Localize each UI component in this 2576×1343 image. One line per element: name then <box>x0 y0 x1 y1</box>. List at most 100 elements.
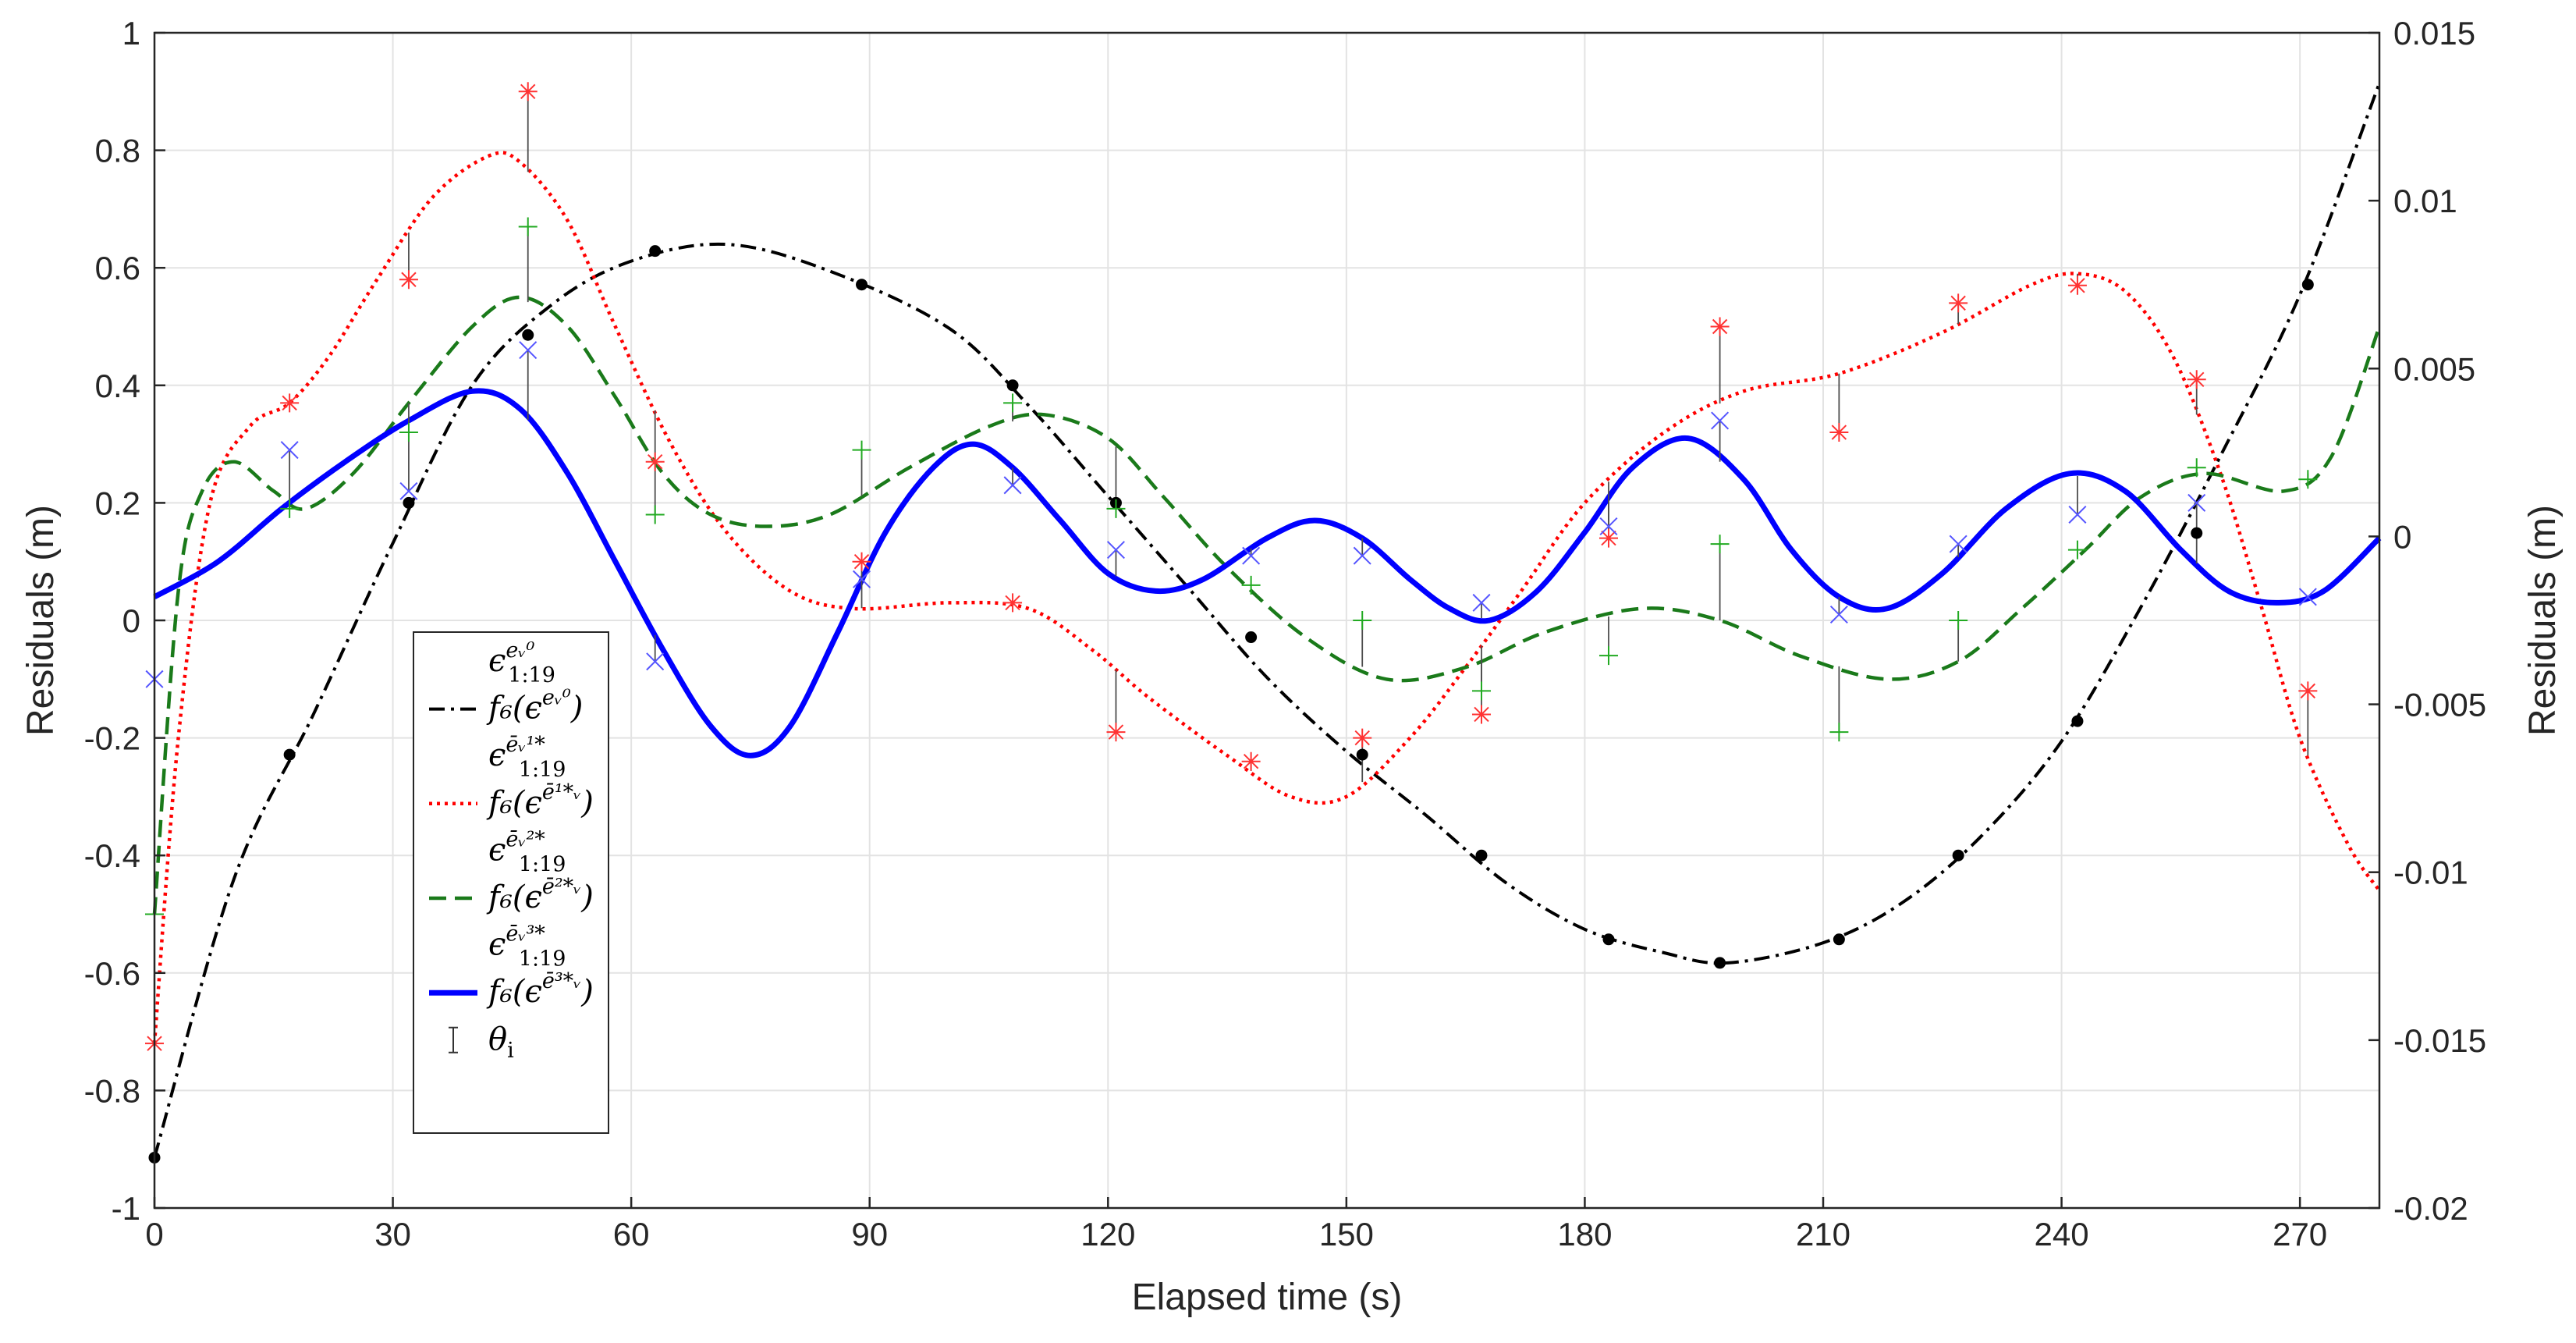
y-tick-label: 0.6 <box>95 250 140 286</box>
eps1_points-point <box>280 393 300 413</box>
legend-label-base: ϵ <box>488 927 506 963</box>
eps3_points-point <box>1353 546 1371 565</box>
y2-axis-ticks: -0.02 -0.015 -0.01 -0.005 0 0.005 0.01 0.015 <box>2368 15 2486 1227</box>
eps1_points-point <box>1353 728 1372 748</box>
eps3_points-point <box>2298 588 2317 606</box>
eps2_points-point <box>852 440 871 460</box>
x-tick-label: 150 <box>1319 1216 1374 1252</box>
legend-label-eps0_fit: f₆(ϵeᵥ⁰) <box>486 686 583 727</box>
legend-label-eps1_points: ϵēᵥ¹* 1:19 <box>488 733 566 782</box>
legend-label-tail: ) <box>580 879 594 915</box>
legend-box <box>413 631 609 1134</box>
eps2_points-point <box>1710 535 1730 554</box>
y2-tick-label: -0.02 <box>2393 1190 2468 1227</box>
eps1_points-point <box>1949 293 1968 313</box>
eps3_points-point <box>2068 505 2087 524</box>
y-tick-label: -0.4 <box>84 837 140 874</box>
legend-label-tail: ) <box>580 785 594 821</box>
eps0_points-point <box>283 748 296 761</box>
y2-tick-label: 0.01 <box>2393 183 2457 219</box>
x-tick-label: 180 <box>1557 1216 1612 1252</box>
eps2_points-point <box>1106 499 1126 518</box>
x-tick-label: 210 <box>1796 1216 1850 1252</box>
x-tick-label: 30 <box>374 1216 411 1252</box>
legend-label-theta: θi <box>488 1021 514 1063</box>
legend-label-sup: ēᵥ¹* <box>506 733 545 757</box>
eps0_points-point <box>1245 631 1258 644</box>
eps3_points-point <box>646 652 665 671</box>
y2-tick-label: 0.015 <box>2393 15 2475 52</box>
x-tick-label: 0 <box>145 1216 163 1252</box>
eps0_points-point <box>1714 957 1726 969</box>
eps0_points-point <box>2301 279 2314 291</box>
eps3_points-point <box>853 570 871 588</box>
y-tick-label: 0.2 <box>95 485 140 521</box>
eps2_points-point <box>1829 723 1849 742</box>
legend-label-tail: ) <box>580 974 594 1010</box>
eps0_points-point <box>2071 715 2084 727</box>
eps0_points-point <box>1602 933 1615 946</box>
eps3_points-point <box>280 441 299 460</box>
eps2_points-point <box>1949 611 1968 630</box>
eps1_points-point <box>852 552 871 571</box>
eps0_points-point <box>1833 933 1845 946</box>
eps2_points-point <box>1598 646 1618 666</box>
y-tick-label: -0.8 <box>84 1072 140 1109</box>
eps2_points-point <box>2298 470 2318 489</box>
y2-tick-label: 0.005 <box>2393 350 2475 387</box>
legend-label-base: ϵ <box>488 737 506 773</box>
eps0_points-point <box>1356 748 1368 761</box>
legend-label-sup: ēᵥ²* <box>506 827 545 851</box>
legend-label-base: f₆(ϵ <box>486 879 542 915</box>
eps0_points-point <box>1952 849 1964 862</box>
x-axis-ticks: 0 30 60 90 120 150 180 210 240 270 <box>145 1197 2327 1252</box>
eps1_points-point <box>1472 705 1492 724</box>
y-tick-label: -0.2 <box>84 720 140 757</box>
eps1_points-point <box>518 82 538 101</box>
legend-label-sup: eᵥ⁰ <box>506 638 534 663</box>
legend-label-eps0_points: ϵeᵥ⁰ 1:19 <box>488 638 555 687</box>
eps0_points-point <box>2191 527 2203 539</box>
y2-axis-label: Residuals (m) <box>2522 505 2564 736</box>
legend-label-eps2_points: ϵēᵥ²* 1:19 <box>488 827 566 876</box>
legend-label-sup: ēᵥ³* <box>506 922 545 947</box>
eps1_points-point <box>1598 528 1618 548</box>
legend-label-base: f₆(ϵ <box>486 974 542 1010</box>
eps0_points-point <box>1475 849 1488 862</box>
y-tick-label: 0 <box>122 602 140 639</box>
eps3_points-point <box>1711 411 1730 430</box>
x-tick-label: 240 <box>2035 1216 2089 1252</box>
y-tick-label: -1 <box>112 1190 140 1227</box>
eps3_points-point <box>1949 535 1967 553</box>
legend-label-tail: ) <box>570 691 584 727</box>
eps1_points-point <box>645 452 665 471</box>
eps1_points-point <box>1829 423 1849 442</box>
eps3_points-point <box>519 341 538 360</box>
eps1_points-point <box>2187 370 2206 389</box>
legend-swatch-theta <box>449 1026 458 1053</box>
eps2_points-point <box>518 217 538 236</box>
eps3_points-point <box>1106 541 1125 560</box>
y2-tick-label: -0.005 <box>2393 687 2486 723</box>
eps1_points-point <box>1241 751 1261 771</box>
eps2_points-point <box>399 423 418 442</box>
y-tick-label: -0.6 <box>84 955 140 992</box>
legend-label-sub: 1:19 <box>519 758 566 782</box>
legend-label-base: ϵ <box>488 643 506 679</box>
y2-tick-label: 0 <box>2393 518 2411 555</box>
eps1_points-point <box>1106 723 1126 742</box>
eps3_points-point <box>1829 605 1848 624</box>
eps0_points-point <box>1006 379 1019 392</box>
eps1_points-point <box>1710 317 1730 336</box>
eps2_points-point <box>1003 393 1023 413</box>
eps2_points-point <box>280 499 300 518</box>
legend-label-eps3_points: ϵēᵥ³* 1:19 <box>488 922 566 972</box>
eps0_fit-curve <box>153 82 2381 1159</box>
legend-label-sub: i <box>507 1039 514 1063</box>
eps1_points-point <box>2298 681 2318 701</box>
x-tick-label: 60 <box>613 1216 650 1252</box>
eps3_points-point <box>1599 517 1618 536</box>
y2-tick-label: -0.01 <box>2393 854 2468 891</box>
